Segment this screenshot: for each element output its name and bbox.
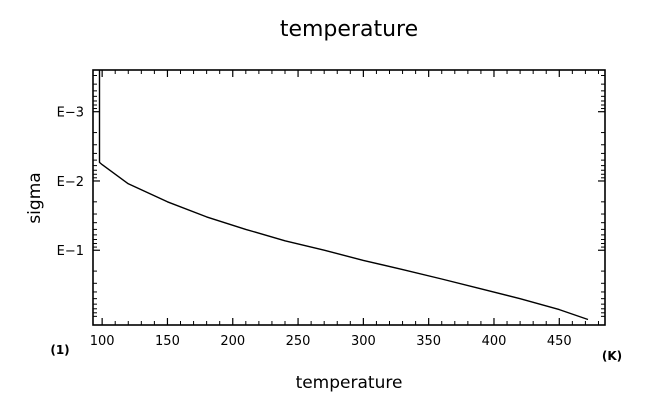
y-tick-label: E−2: [57, 175, 84, 190]
y-axis-ticks: [93, 74, 605, 317]
y-axis-tick-labels: E−3 E−2 E−1: [57, 106, 84, 260]
plot-frame: [92, 69, 606, 326]
x-tick-label: 300: [351, 334, 376, 349]
x-axis-ticks: [101, 70, 599, 325]
series-layer: [98, 70, 589, 321]
x-axis-label: temperature: [296, 373, 403, 393]
x-tick-label: 350: [416, 334, 441, 349]
series-line-0: [98, 70, 589, 321]
y-tick-label: E−3: [57, 106, 84, 121]
x-tick-label: 400: [482, 334, 507, 349]
x-axis-tick-labels: 100 150 200 250 300 350 400 450: [90, 334, 572, 349]
x-tick-label: 100: [90, 334, 115, 349]
chart-title: temperature: [280, 17, 418, 42]
x-tick-label: 250: [286, 334, 311, 349]
y-tick-label: E−1: [57, 244, 84, 259]
x-tick-label: 450: [547, 334, 572, 349]
y-axis-unit: (1): [50, 343, 69, 357]
x-tick-label: 150: [155, 334, 180, 349]
x-axis-unit: (K): [602, 349, 622, 363]
y-axis-label: sigma: [25, 172, 45, 223]
x-tick-label: 200: [220, 334, 245, 349]
